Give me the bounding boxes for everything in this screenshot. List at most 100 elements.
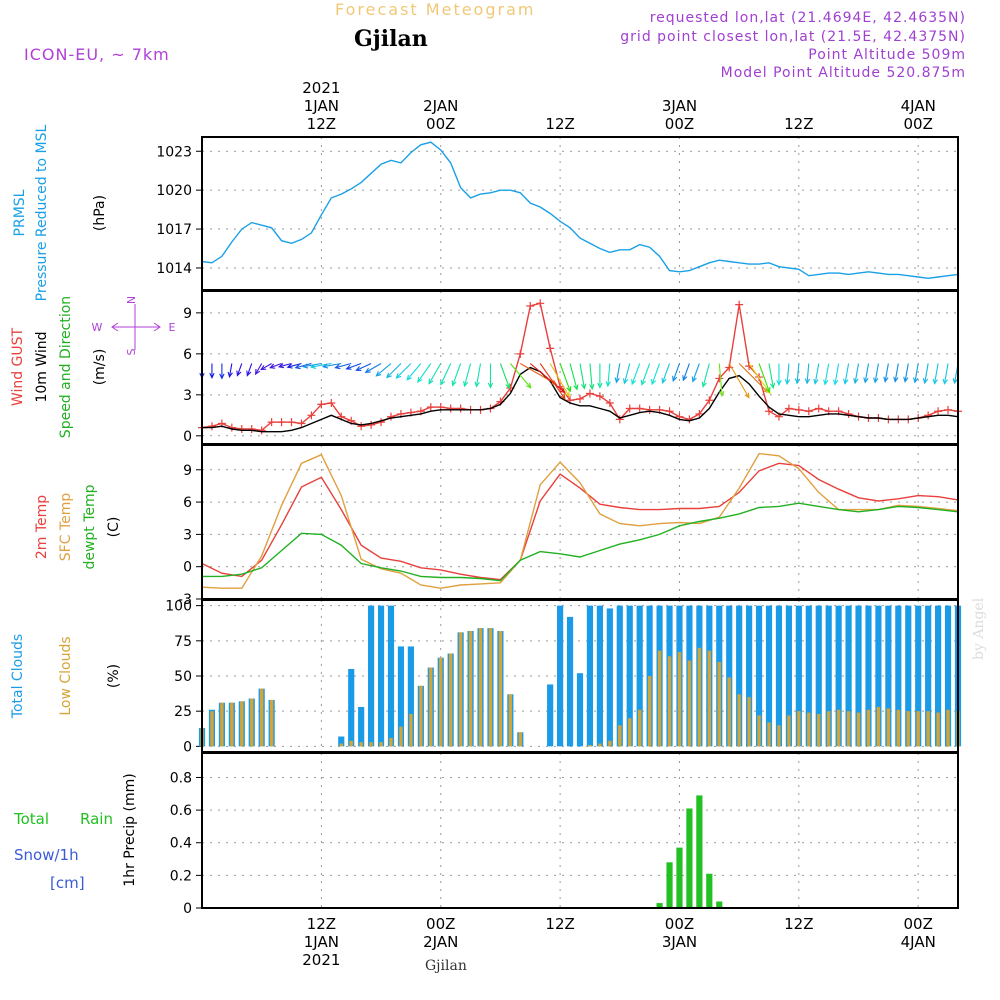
clouds-bar-low — [259, 688, 264, 747]
clouds-bar-total — [606, 608, 613, 747]
time-label-bottom: 00Z — [665, 915, 694, 933]
clouds-bar-low — [389, 737, 393, 747]
clouds-bar-total — [726, 605, 733, 747]
wind-arrow — [499, 363, 510, 389]
wind-arrow — [844, 363, 850, 384]
clouds-label-low: Low Clouds — [58, 636, 74, 715]
gust-marker — [735, 300, 744, 309]
clouds-bar-low — [836, 709, 841, 747]
wind-arrow — [386, 363, 402, 378]
wind-arrow-head — [942, 378, 948, 385]
wind-arrow — [335, 362, 352, 369]
time-label-top: 00Z — [665, 115, 694, 133]
clouds-bar-total — [736, 605, 743, 747]
wind-arrow-head — [364, 367, 371, 373]
clouds-bar-total — [865, 605, 872, 747]
wind-arrow-head — [209, 372, 215, 379]
clouds-bar-low — [508, 694, 513, 747]
gust-marker — [207, 422, 216, 431]
clouds-bar-total — [944, 605, 952, 747]
pressure-line-series — [201, 141, 959, 280]
clouds-bar-low — [946, 709, 950, 747]
panel-frame — [201, 136, 959, 291]
model-altitude: Model Point Altitude 520.875m — [720, 65, 966, 81]
wind-arrow-head — [219, 373, 225, 380]
wind-arrow — [529, 363, 566, 393]
compass-s: S — [125, 348, 138, 355]
wind-arrow — [396, 363, 412, 379]
clouds-bar-low — [448, 653, 453, 747]
wind-arrow — [539, 363, 566, 399]
time-label-top: 12Z — [307, 115, 336, 133]
wind-arrow-head — [255, 368, 261, 376]
temp-label-line2: SFC Temp — [58, 493, 74, 562]
y-tick-label: 0 — [183, 429, 192, 445]
gust-marker — [745, 362, 754, 371]
temp-label-line3: dewpt Temp — [82, 484, 98, 569]
time-label-top: 1JAN — [304, 97, 339, 115]
wind-arrow — [346, 362, 362, 370]
wind-arrow — [758, 363, 770, 393]
wind-arrow-head — [769, 382, 776, 390]
gust-marker — [934, 407, 943, 416]
wind-arrow — [814, 363, 820, 384]
time-label-top: 12Z — [784, 115, 813, 133]
wind-arrow — [623, 363, 631, 384]
compass-n: N — [125, 296, 138, 304]
precip-total-label: Total — [13, 810, 49, 828]
wind-arrow-head — [269, 363, 276, 369]
gust-marker — [635, 404, 644, 413]
time-label-top: 4JAN — [901, 97, 936, 115]
gust-marker — [287, 418, 296, 427]
clouds-bar-total — [935, 605, 942, 747]
precip-bar-rain — [676, 847, 683, 908]
wind-arrow-head — [505, 382, 511, 390]
clouds-bar-total — [547, 684, 554, 747]
wind-arrow — [914, 363, 919, 383]
wind-arrow-head — [564, 391, 570, 398]
clouds-bar-low — [767, 722, 771, 747]
temperature-line-sfc — [201, 452, 959, 589]
clouds-bar-total — [636, 605, 643, 747]
point-altitude: Point Altitude 509m — [808, 47, 966, 63]
panel-frame — [201, 444, 959, 600]
wind-arrow-head — [406, 374, 413, 381]
wind-arrow — [260, 363, 272, 371]
gust-marker — [387, 412, 395, 421]
wind-arrow — [428, 363, 442, 384]
clouds-bar-low — [886, 708, 891, 747]
clouds-bar-total — [855, 605, 862, 747]
wind-arrow-head — [345, 364, 352, 370]
clouds-bar-low — [250, 698, 254, 747]
y-tick-label: 3 — [183, 388, 192, 404]
wind-arrow — [569, 363, 578, 390]
gust-marker — [784, 404, 793, 413]
wind-arrow — [452, 363, 462, 386]
clouds-bar-low — [787, 715, 791, 747]
clouds-bar-total — [805, 605, 812, 747]
gust-marker — [546, 344, 555, 353]
wind-arrow — [728, 363, 750, 398]
chart-title: Forecast Meteogram — [335, 0, 536, 19]
time-label-bottom: 1JAN — [304, 933, 339, 951]
y-tick-label: 0 — [183, 739, 192, 755]
wind-arrow — [874, 363, 879, 383]
clouds-bar-total — [407, 646, 414, 747]
gust-marker — [327, 399, 336, 408]
wind-arrow — [894, 363, 899, 382]
gust-marker — [585, 389, 594, 398]
wind-arrow-head — [622, 378, 629, 385]
wind-arrow-head — [823, 379, 829, 386]
wind-arrow — [904, 363, 909, 382]
wind-arrow — [854, 363, 860, 384]
wind-arrow — [672, 363, 680, 381]
wind-arrow-head — [355, 366, 362, 372]
clouds-bar-low — [409, 714, 413, 747]
wind-arrow — [641, 363, 651, 385]
wind-arrow-head — [719, 390, 725, 398]
wind-arrow-head — [451, 380, 457, 387]
y-tick-label: 0.8 — [170, 770, 192, 786]
clouds-bar-total — [815, 605, 822, 747]
y-tick-label: 1017 — [156, 222, 192, 238]
clouds-bar-low — [608, 740, 612, 747]
